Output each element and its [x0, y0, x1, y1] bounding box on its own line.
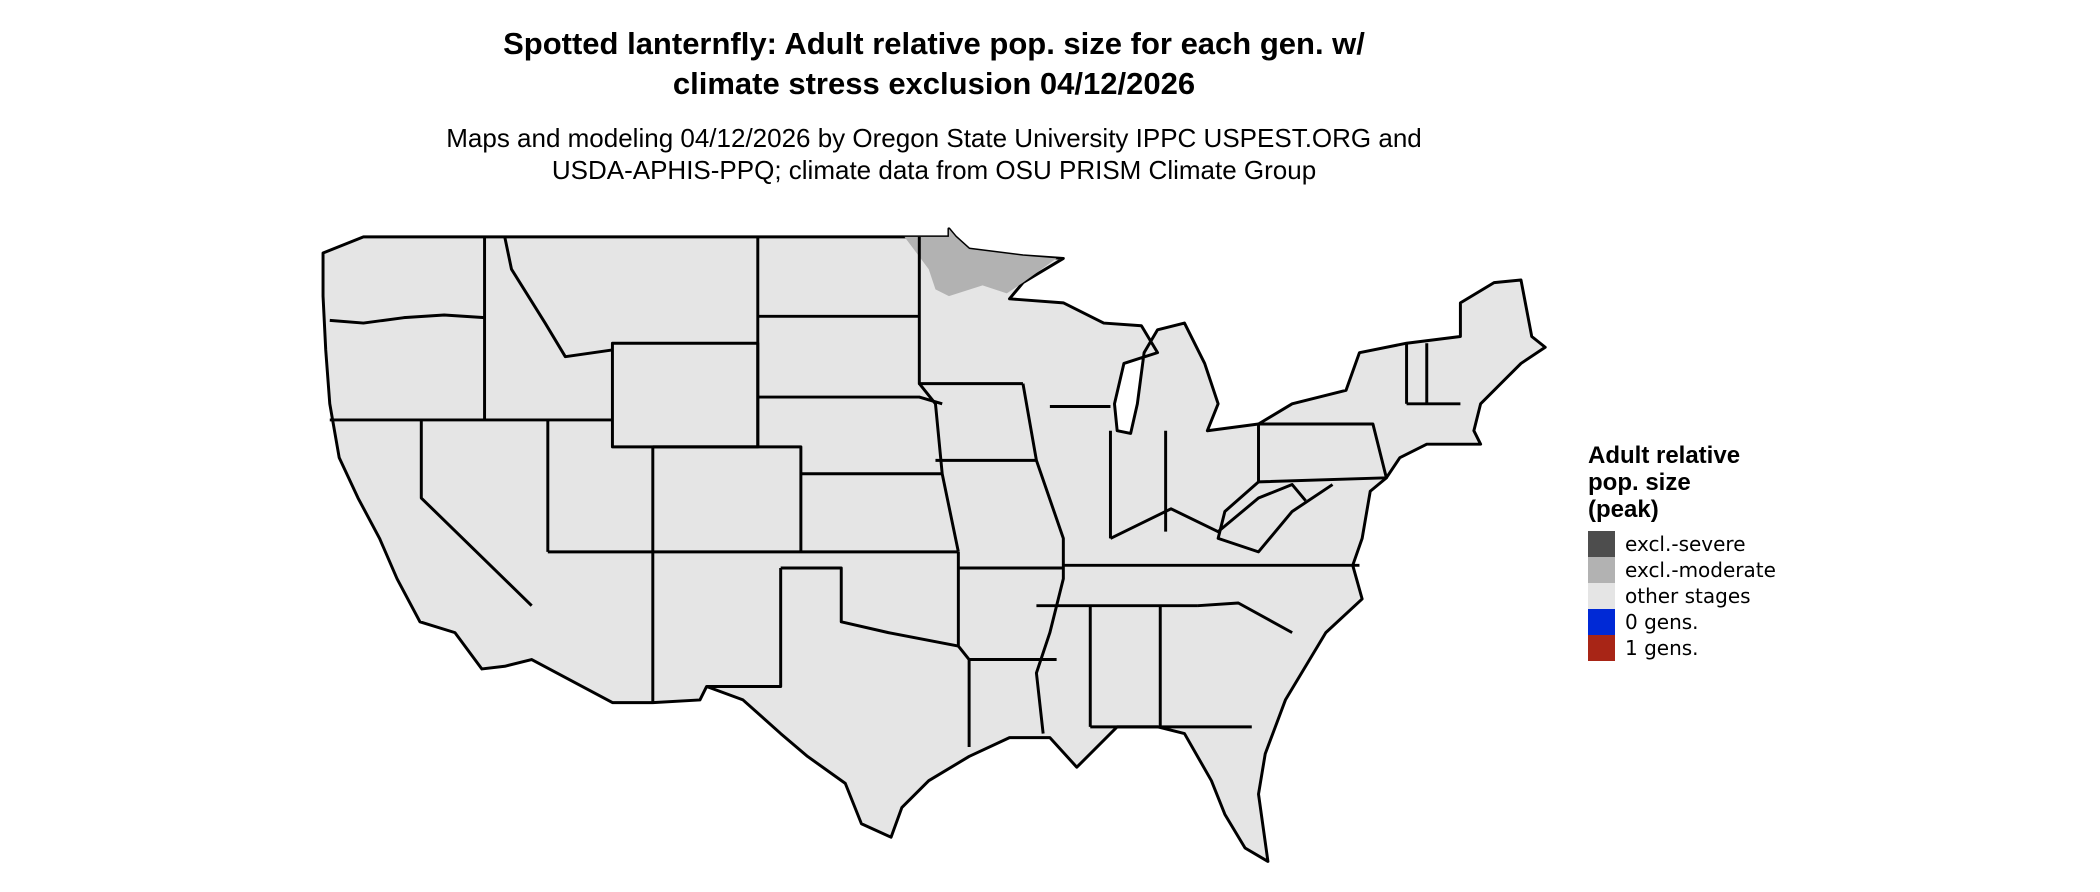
map-subtitle: Maps and modeling 04/12/2026 by Oregon S… — [334, 122, 1534, 186]
legend-label: other stages — [1625, 584, 1751, 608]
title-line-2: climate stress exclusion 04/12/2026 — [672, 66, 1196, 101]
legend-item-1-gens: 1 gens. — [1588, 635, 1776, 661]
legend-title-line: pop. size — [1588, 469, 1691, 496]
legend-swatch — [1588, 531, 1615, 557]
legend-swatch — [1588, 609, 1615, 635]
subtitle-line-1: Maps and modeling 04/12/2026 by Oregon S… — [446, 123, 1422, 153]
legend-label: 0 gens. — [1625, 610, 1699, 634]
legend-title: Adult relative pop. size (peak) — [1588, 442, 1776, 523]
legend-label: excl.-moderate — [1625, 558, 1776, 582]
legend-label: 1 gens. — [1625, 636, 1699, 660]
legend-swatch — [1588, 635, 1615, 661]
minnesota-excl-moderate-area — [904, 228, 1057, 297]
legend-item-other-stages: other stages — [1588, 583, 1776, 609]
subtitle-line-2: USDA-APHIS-PPQ; climate data from OSU PR… — [551, 155, 1317, 185]
legend-label: excl.-severe — [1625, 532, 1746, 556]
map-title: Spotted lanternfly: Adult relative pop. … — [334, 24, 1534, 104]
legend-swatch — [1588, 557, 1615, 583]
legend-item-excl-severe: excl.-severe — [1588, 531, 1776, 557]
us-outline — [321, 227, 1547, 863]
legend-item-0-gens: 0 gens. — [1588, 609, 1776, 635]
state-borders — [329, 236, 1461, 748]
title-line-1: Spotted lanternfly: Adult relative pop. … — [503, 26, 1365, 61]
legend-title-line: (peak) — [1588, 496, 1659, 523]
legend-item-excl-moderate: excl.-moderate — [1588, 557, 1776, 583]
legend: Adult relative pop. size (peak) excl.-se… — [1588, 442, 1776, 661]
legend-swatch — [1588, 583, 1615, 609]
legend-title-line: Adult relative — [1588, 442, 1741, 469]
